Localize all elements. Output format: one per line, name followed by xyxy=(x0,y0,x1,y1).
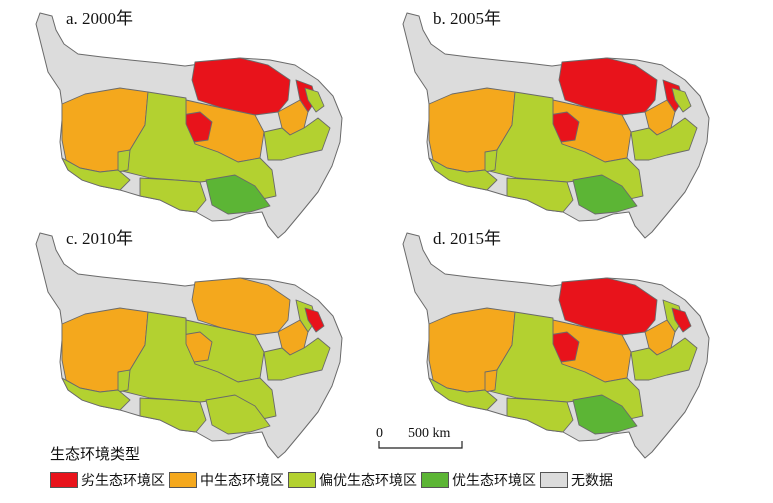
region-r13 xyxy=(263,337,331,381)
region-r8 xyxy=(205,394,271,435)
map-panel-2015: d. 2015年 xyxy=(402,229,710,459)
region-r9 xyxy=(117,149,131,173)
legend-label: 中生态环境区 xyxy=(200,473,284,489)
region-r13 xyxy=(630,117,698,161)
map-panel-2010: c. 2010年 xyxy=(35,229,343,459)
region-r12 xyxy=(671,87,692,113)
region-r10 xyxy=(61,377,131,411)
region-r12 xyxy=(671,307,692,333)
panel-title: a. 2000年 xyxy=(66,9,133,28)
region-r10 xyxy=(61,157,131,191)
region-r11 xyxy=(506,397,574,433)
map-panel-2000: a. 2000年 xyxy=(35,9,343,239)
legend-item-good: 优生态环境区 xyxy=(421,470,536,490)
map-panel-2005: b. 2005年 xyxy=(402,9,710,239)
legend-swatch xyxy=(169,472,197,488)
legend-label: 无数据 xyxy=(571,473,613,489)
legend-item-fair: 偏优生态环境区 xyxy=(288,470,417,490)
legend-label: 劣生态环境区 xyxy=(81,473,165,489)
scale-bar-line xyxy=(378,441,463,449)
region-r13 xyxy=(263,117,331,161)
panel-title: c. 2010年 xyxy=(66,229,133,248)
region-r9 xyxy=(117,369,131,393)
region-r11 xyxy=(139,397,207,433)
region-r8 xyxy=(205,174,271,215)
legend-item-poor: 劣生态环境区 xyxy=(50,470,165,490)
region-r8 xyxy=(572,394,638,435)
legend-item-medium: 中生态环境区 xyxy=(169,470,284,490)
region-r8 xyxy=(572,174,638,215)
region-r11 xyxy=(139,177,207,213)
legend-title: 生态环境类型 xyxy=(50,445,141,463)
region-r9 xyxy=(484,369,498,393)
legend-swatch xyxy=(50,472,78,488)
panel-title: b. 2005年 xyxy=(433,9,501,28)
scale-end-label: 500 km xyxy=(408,426,451,441)
legend-item-nodata: 无数据 xyxy=(540,470,613,490)
legend-label: 偏优生态环境区 xyxy=(319,473,417,489)
region-r12 xyxy=(304,87,325,113)
region-r10 xyxy=(428,157,498,191)
legend: 劣生态环境区 中生态环境区 偏优生态环境区 优生态环境区 无数据 xyxy=(50,470,617,490)
region-r10 xyxy=(428,377,498,411)
legend-label: 优生态环境区 xyxy=(452,473,536,489)
scale-bar: 0 500 km xyxy=(376,426,463,449)
legend-swatch xyxy=(421,472,449,488)
region-r13 xyxy=(630,337,698,381)
region-r12 xyxy=(304,307,325,333)
legend-swatch xyxy=(288,472,316,488)
panel-title: d. 2015年 xyxy=(433,229,501,248)
region-r11 xyxy=(506,177,574,213)
region-r9 xyxy=(484,149,498,173)
scale-start-label: 0 xyxy=(376,426,383,441)
legend-swatch xyxy=(540,472,568,488)
